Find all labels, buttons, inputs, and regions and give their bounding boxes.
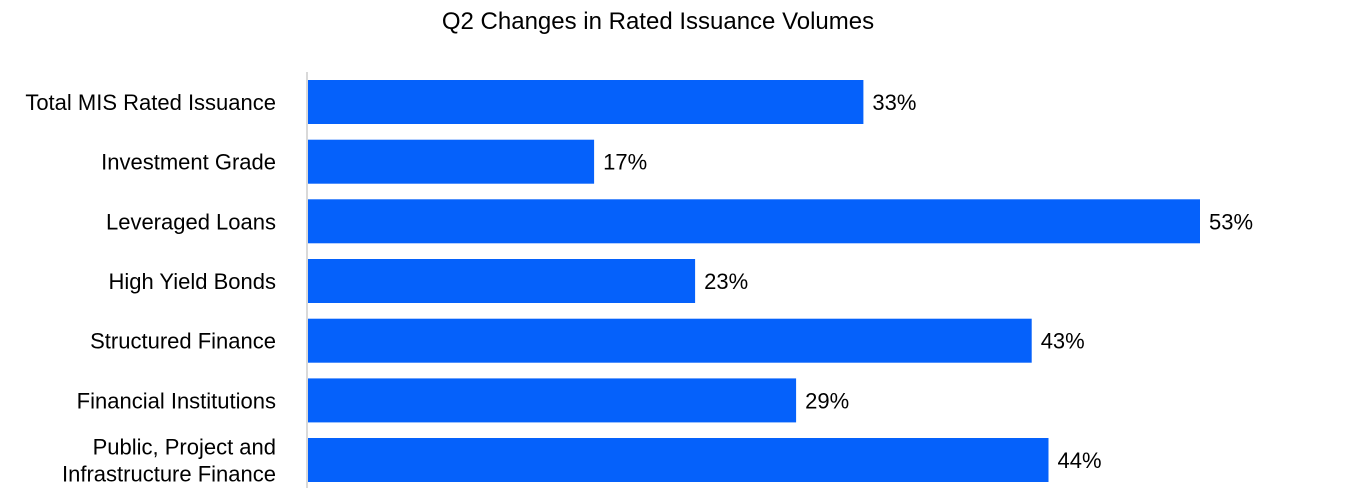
bars-layer	[308, 80, 1200, 482]
bar	[308, 139, 595, 184]
category-labels: Total MIS Rated Issuance Investment Grade…	[25, 90, 276, 487]
chart-title: Q2 Changes in Rated Issuance Volumes	[442, 8, 874, 35]
category-label: Public, Project and	[93, 435, 276, 460]
bar	[308, 378, 797, 423]
data-label: 17%	[603, 150, 647, 175]
category-label: High Yield Bonds	[108, 269, 276, 294]
data-label: 44%	[1058, 448, 1102, 473]
category-label: Financial Institutions	[77, 388, 276, 413]
category-label: Infrastructure Finance	[62, 462, 276, 487]
bar	[308, 318, 1032, 363]
category-label: Structured Finance	[90, 329, 276, 354]
category-label: Total MIS Rated Issuance	[25, 90, 276, 115]
category-label: Investment Grade	[101, 150, 276, 175]
data-label: 33%	[872, 90, 916, 115]
data-labels: 33% 17% 53% 23% 43% 29% 44%	[603, 90, 1253, 473]
bar	[308, 438, 1049, 482]
bar	[308, 259, 696, 303]
data-label: 23%	[704, 269, 748, 294]
category-label: Leveraged Loans	[106, 209, 276, 234]
data-label: 43%	[1041, 329, 1085, 354]
data-label: 29%	[805, 388, 849, 413]
bar	[308, 199, 1200, 244]
bar	[308, 80, 864, 124]
data-label: 53%	[1209, 209, 1253, 234]
